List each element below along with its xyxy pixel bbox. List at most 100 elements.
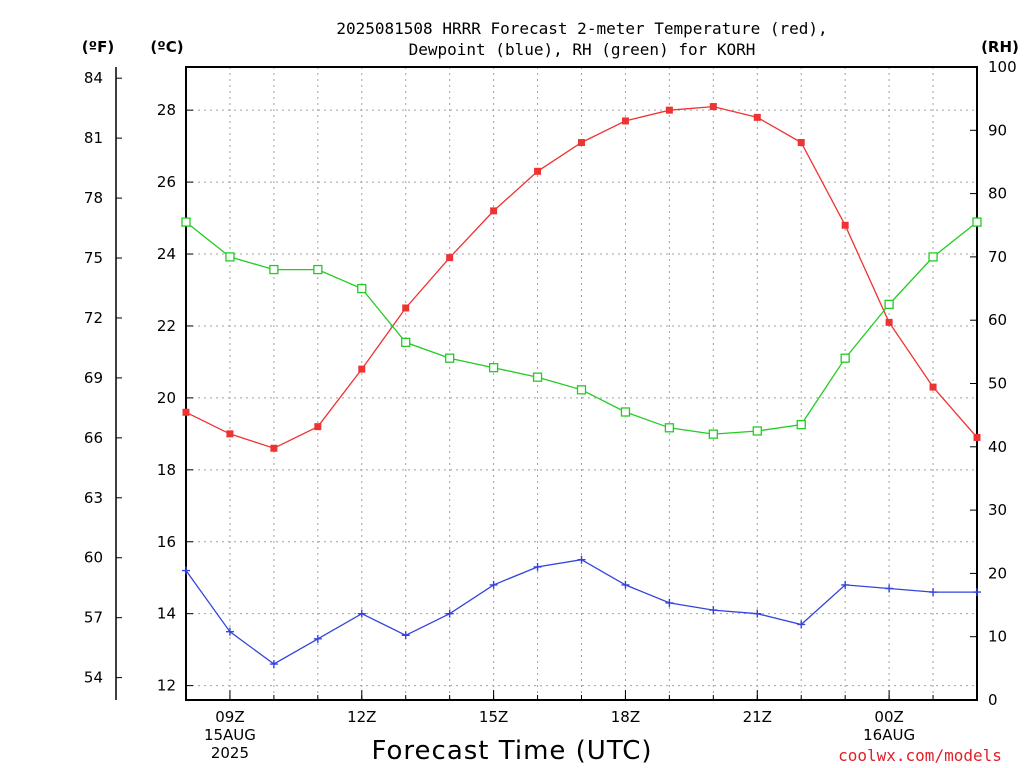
- chart-title-line1: 2025081508 HRRR Forecast 2-meter Tempera…: [336, 19, 827, 38]
- rh-point: [445, 353, 455, 363]
- x-axis-label: Forecast Time (UTC): [371, 736, 652, 766]
- rh-point: [401, 337, 411, 348]
- celsius-tick-label: 26: [157, 173, 176, 191]
- fahrenheit-tick-label: 54: [84, 669, 103, 687]
- rh-tick-label: 10: [988, 628, 1007, 646]
- rh-unit-label: (RH): [981, 38, 1019, 56]
- dewpoint-point: [929, 588, 938, 597]
- rh-tick-label: 60: [988, 311, 1007, 329]
- rh-point: [488, 363, 499, 373]
- rh-tick-label: 90: [988, 121, 1007, 139]
- dewpoint-line: [185, 559, 977, 665]
- dewpoint-point: [313, 634, 322, 643]
- dewpoint-point: [841, 580, 850, 589]
- rh-tick-label: 50: [988, 375, 1007, 393]
- rh-series: [181, 217, 982, 439]
- temperature-point: [797, 139, 805, 147]
- rh-tick-label: 70: [988, 248, 1007, 266]
- fahrenheit-unit-label: (ºF): [82, 38, 114, 56]
- rh-point: [620, 407, 631, 417]
- fahrenheit-tick-label: 72: [84, 309, 103, 327]
- temperature-point: [534, 167, 542, 175]
- plot-frame: [185, 66, 978, 701]
- dewpoint-point: [533, 562, 542, 571]
- credit-text: coolwx.com/models: [838, 746, 1002, 765]
- rh-tick-label: 40: [988, 438, 1007, 456]
- celsius-tick-label: 20: [157, 389, 176, 407]
- temperature-point: [358, 365, 366, 373]
- temperature-point: [841, 221, 849, 229]
- rh-point: [708, 429, 718, 439]
- x-tick-label: 16AUG: [863, 726, 915, 744]
- rh-tick-label: 30: [988, 501, 1007, 519]
- dewpoint-point: [489, 580, 498, 589]
- rh-point: [884, 299, 894, 310]
- celsius-unit-label: (ºC): [150, 38, 183, 56]
- temperature-point: [929, 383, 937, 391]
- temperature-point: [885, 318, 893, 326]
- dewpoint-point: [665, 598, 674, 607]
- rh-point: [269, 264, 279, 275]
- rh-point: [664, 423, 675, 433]
- rh-point: [928, 252, 938, 262]
- x-tick-label: 09Z: [215, 708, 244, 726]
- fahrenheit-tick-label: 81: [84, 129, 103, 147]
- temperature-point: [753, 113, 761, 121]
- fahrenheit-tick-label: 66: [84, 429, 103, 447]
- series: [181, 103, 982, 669]
- celsius-tick-label: 28: [157, 101, 176, 119]
- fahrenheit-tick-label: 69: [84, 369, 103, 387]
- temperature-point: [270, 444, 278, 452]
- fahrenheit-tick-label: 84: [84, 69, 103, 87]
- dewpoint-point: [709, 606, 718, 615]
- x-tick-label: 15AUG: [204, 726, 256, 744]
- celsius-tick-label: 18: [157, 461, 176, 479]
- fahrenheit-tick-label: 75: [84, 249, 103, 267]
- dewpoint-point: [973, 588, 981, 597]
- dewpoint-point: [269, 660, 278, 669]
- dewpoint-point: [885, 584, 894, 593]
- rh-point: [796, 419, 806, 430]
- rh-tick-label: 80: [988, 185, 1007, 203]
- celsius-tick-label: 14: [157, 605, 176, 623]
- temperature-point: [446, 254, 454, 262]
- rh-point: [357, 283, 367, 294]
- grid: [186, 67, 977, 700]
- temperature-point: [182, 408, 190, 416]
- rh-point: [181, 217, 191, 227]
- temperature-point: [709, 103, 717, 111]
- temperature-point: [402, 304, 410, 312]
- temperature-series: [182, 103, 981, 452]
- x-tick-label: 21Z: [743, 708, 772, 726]
- celsius-tick-label: 22: [157, 317, 176, 335]
- fahrenheit-tick-label: 60: [84, 549, 103, 567]
- temperature-point: [973, 433, 981, 441]
- dewpoint-point: [401, 631, 410, 640]
- x-tick-label: 2025: [211, 744, 249, 762]
- dewpoint-point: [577, 555, 586, 564]
- dewpoint-point: [357, 609, 366, 618]
- dewpoint-point: [182, 566, 190, 575]
- x-tick-label: 18Z: [611, 708, 640, 726]
- fahrenheit-tick-label: 57: [84, 609, 103, 627]
- x-tick-label: 15Z: [479, 708, 508, 726]
- chart-title-line2: Dewpoint (blue), RH (green) for KORH: [409, 40, 756, 59]
- dewpoint-series: [182, 555, 981, 669]
- celsius-tick-label: 16: [157, 533, 176, 551]
- celsius-tick-label: 24: [157, 245, 176, 263]
- x-tick-label: 12Z: [347, 708, 376, 726]
- dewpoint-point: [797, 620, 806, 629]
- rh-tick-label: 100: [988, 58, 1017, 76]
- temperature-point: [314, 423, 322, 431]
- rh-point: [972, 217, 982, 227]
- rh-tick-label: 20: [988, 564, 1007, 582]
- dewpoint-point: [621, 580, 630, 589]
- rh-point: [840, 353, 850, 363]
- fahrenheit-tick-label: 78: [84, 189, 103, 207]
- temperature-point: [490, 207, 498, 215]
- temperature-point: [621, 117, 629, 125]
- x-tick-label: 00Z: [874, 708, 903, 726]
- temperature-point: [578, 139, 585, 147]
- dewpoint-point: [753, 609, 762, 618]
